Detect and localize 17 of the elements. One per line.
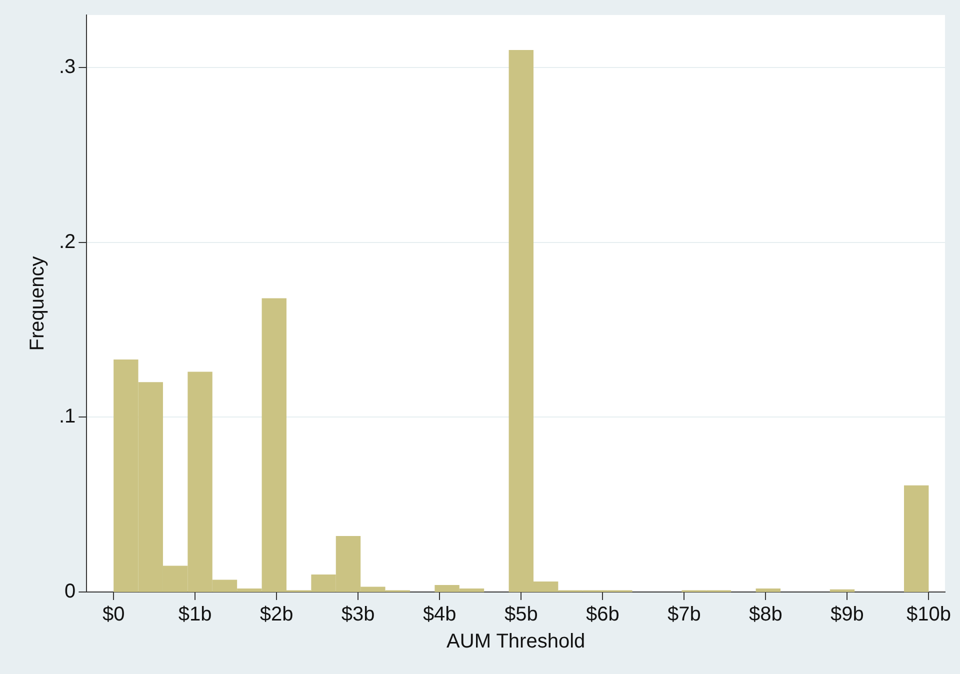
x-tick-label: $3b — [341, 604, 375, 626]
x-tick-label: $2b — [260, 604, 294, 626]
y-tick-label: 0 — [64, 580, 76, 603]
x-tick-label: $6b — [586, 604, 620, 626]
y-axis-title: Frequency — [26, 256, 49, 351]
y-tick-label: .1 — [58, 406, 76, 428]
x-tick-label: $10b — [906, 604, 951, 626]
y-tick-label: .2 — [58, 230, 76, 253]
x-tick-label: $8b — [748, 604, 782, 626]
x-tick-label: $5b — [504, 604, 538, 626]
x-tick-label: $9b — [830, 604, 864, 626]
y-tick-label: .3 — [58, 56, 76, 78]
x-tick-label: $0 — [102, 604, 125, 626]
x-axis-title: AUM Threshold — [446, 630, 586, 653]
x-tick-label: $4b — [422, 604, 456, 626]
x-tick-label: $1b — [178, 604, 212, 626]
x-tick-label: $7b — [667, 604, 701, 626]
